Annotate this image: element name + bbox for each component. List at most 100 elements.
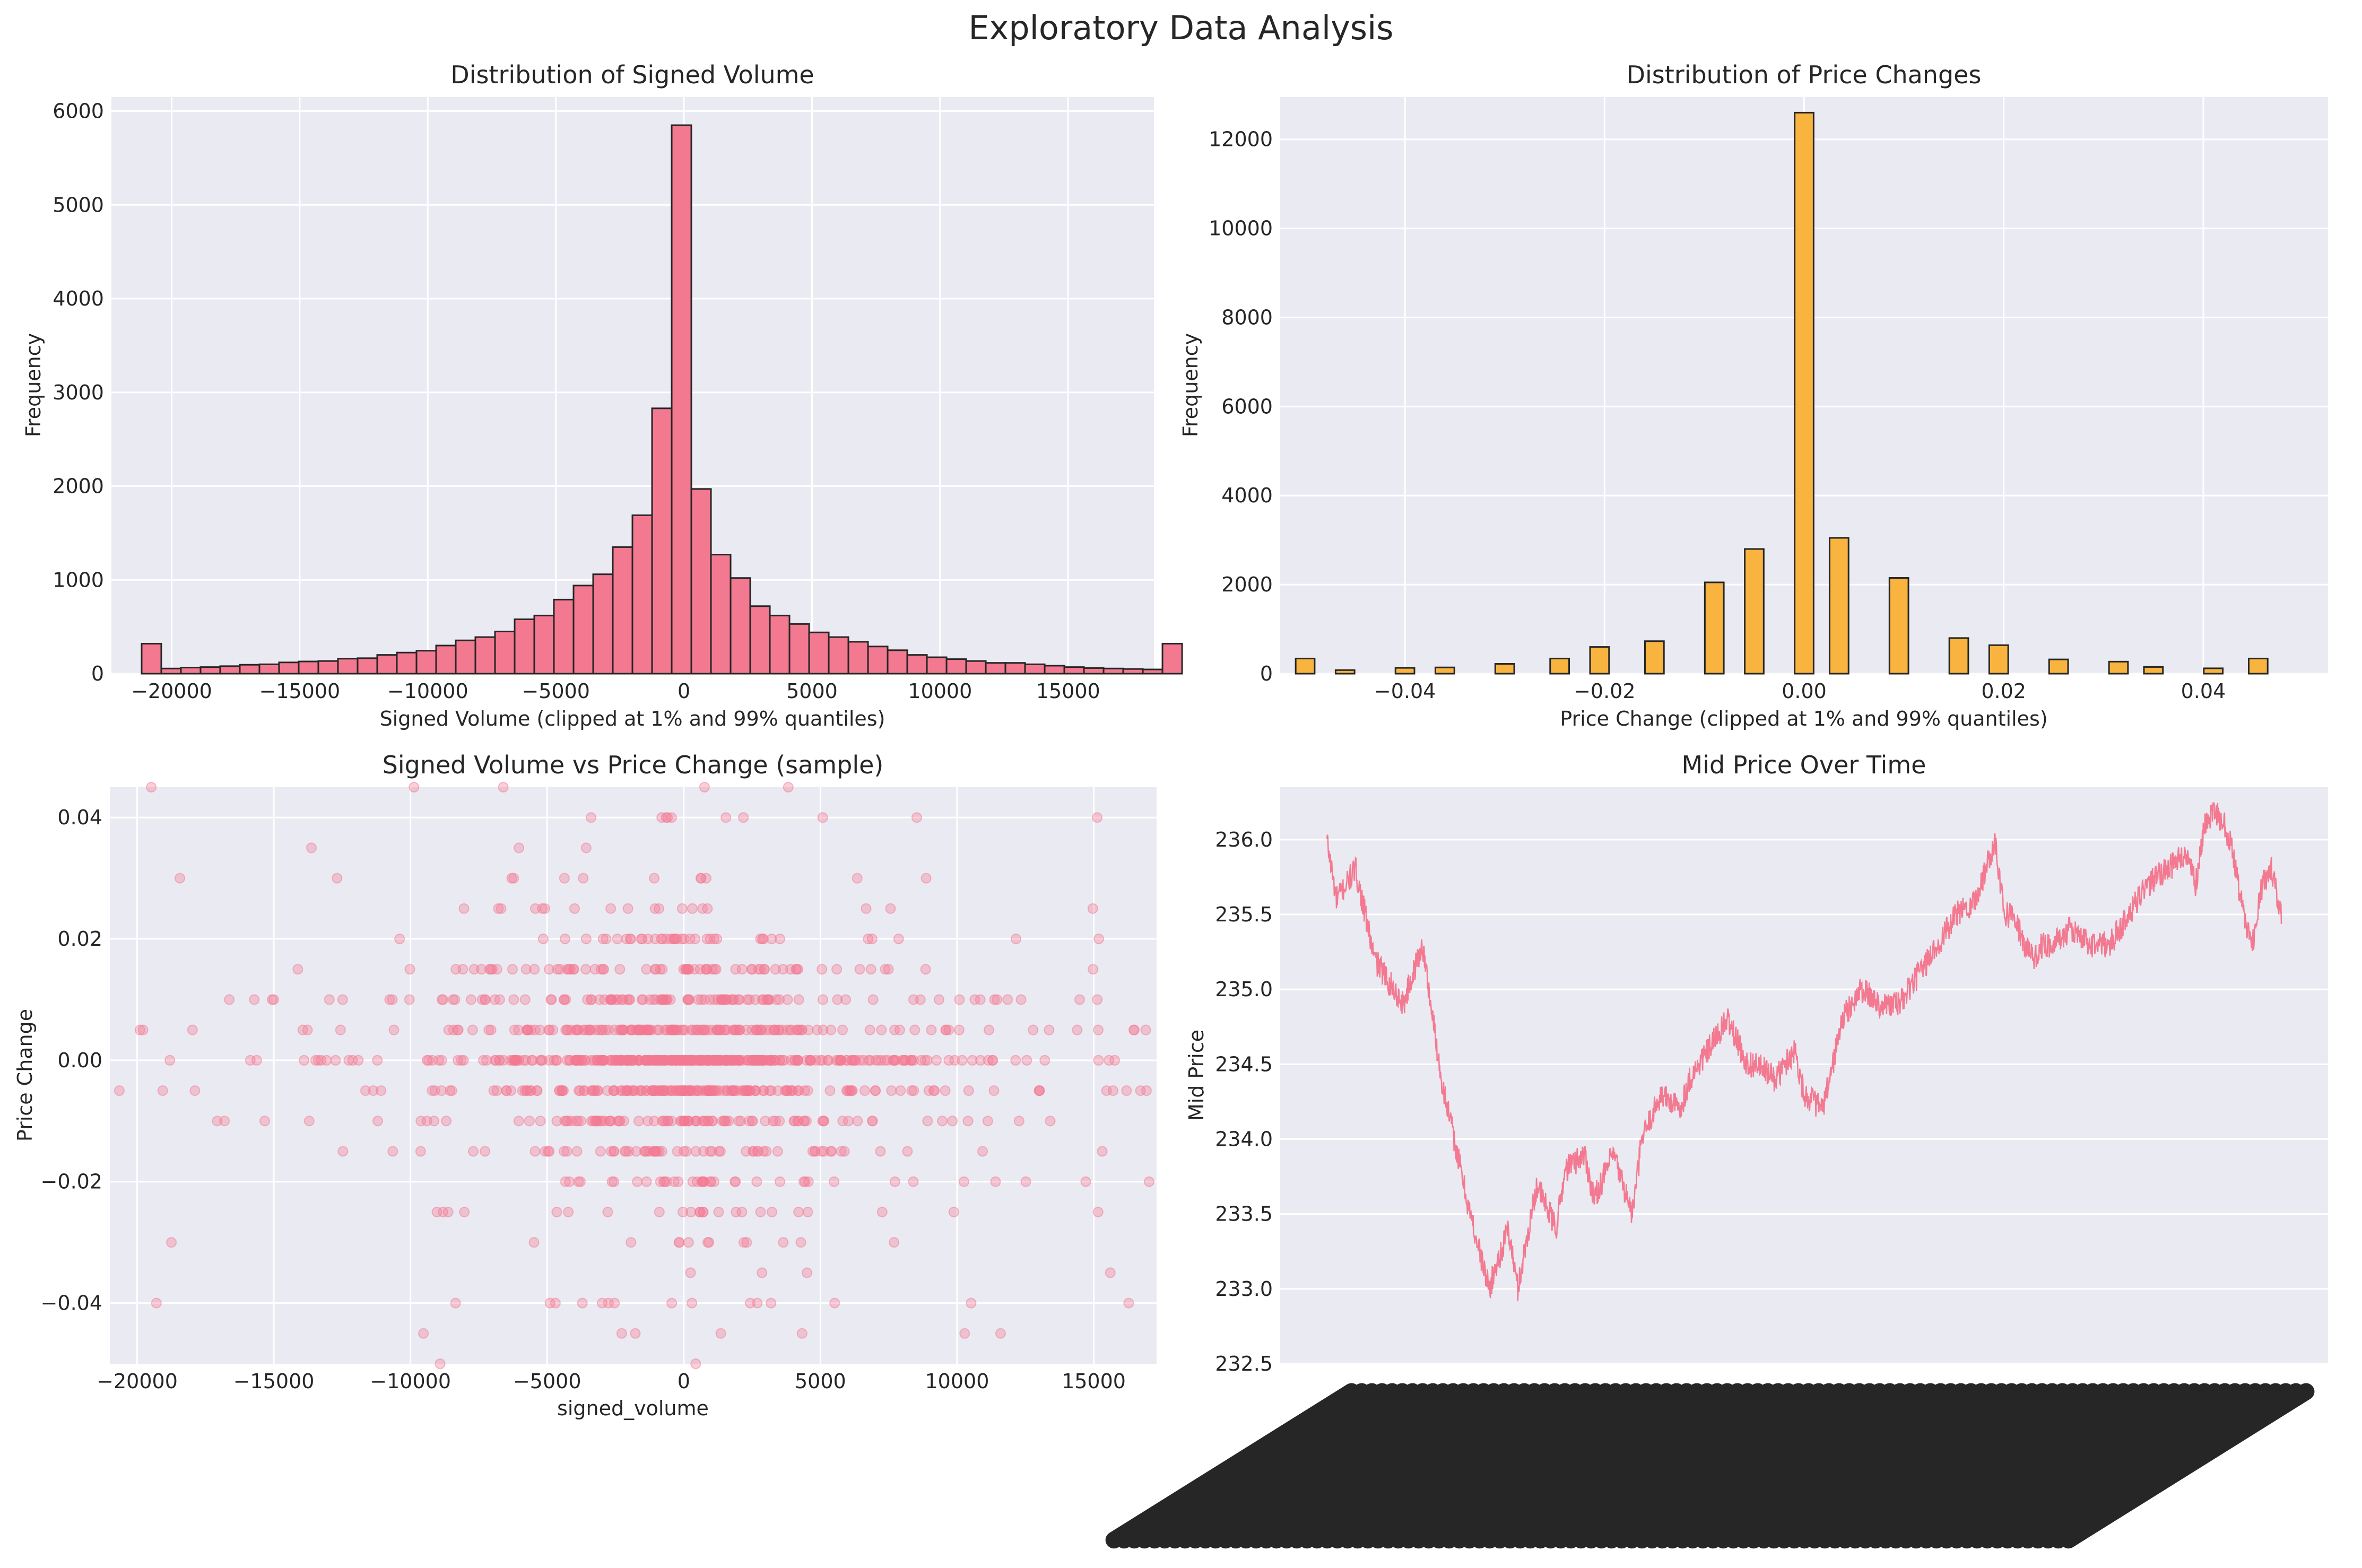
scatter-point bbox=[593, 1055, 604, 1066]
scatter-point bbox=[501, 1085, 513, 1096]
scatter-point bbox=[702, 903, 713, 914]
scatter-point bbox=[633, 1055, 644, 1066]
scatter-point bbox=[807, 1146, 818, 1157]
histogram-bar bbox=[828, 636, 849, 675]
histogram-bar bbox=[671, 124, 692, 675]
x-tick-label: −5000 bbox=[513, 1370, 581, 1393]
histogram-bar bbox=[2143, 666, 2164, 675]
scatter-point bbox=[893, 934, 904, 945]
histogram-bar bbox=[357, 657, 378, 675]
scatter-point bbox=[1097, 1146, 1108, 1157]
scatter-point bbox=[542, 1146, 553, 1157]
scatter-point bbox=[480, 1146, 491, 1157]
scatter-point bbox=[690, 1116, 701, 1127]
scatter-point bbox=[415, 1116, 427, 1127]
x-axis-label: Time bbox=[1779, 1518, 1829, 1541]
scatter-point bbox=[673, 1176, 684, 1187]
scatter-point bbox=[676, 1024, 687, 1035]
scatter-point bbox=[975, 994, 986, 1005]
scatter-point bbox=[708, 1176, 719, 1187]
y-tick-label: 2000 bbox=[53, 475, 104, 498]
scatter-point bbox=[962, 1116, 974, 1127]
scatter-point bbox=[175, 873, 186, 884]
scatter-point bbox=[615, 1055, 626, 1066]
scatter-point bbox=[606, 1146, 617, 1157]
scatter-point bbox=[529, 964, 540, 975]
scatter-point bbox=[449, 994, 461, 1005]
scatter-point bbox=[758, 934, 769, 945]
scatter-point bbox=[551, 1116, 562, 1127]
y-tick-label: 0.04 bbox=[57, 806, 102, 829]
histogram-bar bbox=[2203, 667, 2224, 675]
y-tick-label: −0.04 bbox=[41, 1292, 102, 1315]
scatter-point bbox=[384, 994, 395, 1005]
scatter-point bbox=[702, 1237, 713, 1248]
scatter-point bbox=[666, 1116, 678, 1127]
histogram-bar bbox=[219, 665, 241, 675]
scatter-point bbox=[510, 1055, 522, 1066]
scatter-point bbox=[1015, 994, 1027, 1005]
scatter-point bbox=[953, 1024, 965, 1035]
scatter-point bbox=[559, 994, 570, 1005]
scatter-point bbox=[347, 1055, 358, 1066]
scatter-point bbox=[937, 1116, 948, 1127]
scatter-point bbox=[520, 964, 532, 975]
scatter-point bbox=[766, 1085, 777, 1096]
scatter-point bbox=[640, 1024, 651, 1035]
scatter-point bbox=[722, 994, 733, 1005]
scatter-point bbox=[157, 1085, 168, 1096]
scatter-point bbox=[1128, 1024, 1140, 1035]
x-axis-label: signed_volume bbox=[557, 1397, 709, 1420]
scatter-point bbox=[654, 1024, 665, 1035]
scatter-point bbox=[292, 964, 303, 975]
scatter-point bbox=[1092, 994, 1103, 1005]
scatter-point bbox=[941, 1024, 952, 1035]
histogram-bar bbox=[1004, 662, 1026, 675]
scatter-point bbox=[353, 1055, 364, 1066]
scatter-point bbox=[958, 1176, 969, 1187]
scatter-point bbox=[793, 1206, 804, 1217]
scatter-point bbox=[908, 1085, 919, 1096]
scatter-point bbox=[769, 1024, 780, 1035]
scatter-point bbox=[626, 1237, 637, 1248]
histogram-bar bbox=[926, 656, 948, 675]
scatter-point bbox=[559, 1116, 570, 1127]
scatter-point bbox=[625, 1024, 636, 1035]
scatter-point bbox=[673, 1237, 684, 1248]
scatter-point bbox=[535, 1055, 546, 1066]
scatter-point bbox=[540, 1146, 551, 1157]
scatter-point bbox=[404, 964, 415, 975]
scatter-point bbox=[720, 1024, 731, 1035]
histogram-bar bbox=[1063, 666, 1085, 675]
x-tick-label: 5000 bbox=[795, 1370, 846, 1393]
scatter-point bbox=[992, 994, 1003, 1005]
scatter-point bbox=[933, 994, 944, 1005]
scatter-point bbox=[641, 1085, 653, 1096]
scatter-point bbox=[766, 1297, 777, 1309]
y-tick-label: 1000 bbox=[53, 568, 104, 591]
histogram-bar bbox=[730, 577, 751, 675]
scatter-point bbox=[719, 1116, 730, 1127]
scatter-point bbox=[751, 1176, 762, 1187]
histogram-bar bbox=[160, 667, 182, 675]
scatter-point bbox=[670, 1055, 681, 1066]
mid-price-line bbox=[1326, 802, 2282, 1302]
scatter-point bbox=[1011, 934, 1022, 945]
histogram-bar bbox=[1295, 657, 1316, 675]
scatter-point bbox=[929, 1085, 940, 1096]
scatter-point bbox=[552, 964, 563, 975]
chart-title: Distribution of Signed Volume bbox=[450, 60, 814, 89]
scatter-point bbox=[681, 964, 692, 975]
histogram-bar bbox=[1888, 577, 1909, 675]
scatter-point bbox=[445, 1085, 456, 1096]
scatter-point bbox=[863, 1055, 874, 1066]
scatter-point bbox=[966, 1297, 977, 1309]
scatter-point bbox=[586, 812, 597, 823]
scatter-point bbox=[1013, 1116, 1024, 1127]
scatter-point bbox=[563, 1206, 574, 1217]
scatter-point bbox=[609, 1146, 620, 1157]
y-tick-label: 0.02 bbox=[57, 927, 102, 951]
histogram-bar bbox=[1589, 646, 1610, 675]
scatter-point bbox=[513, 1116, 524, 1127]
scatter-point bbox=[559, 1146, 570, 1157]
